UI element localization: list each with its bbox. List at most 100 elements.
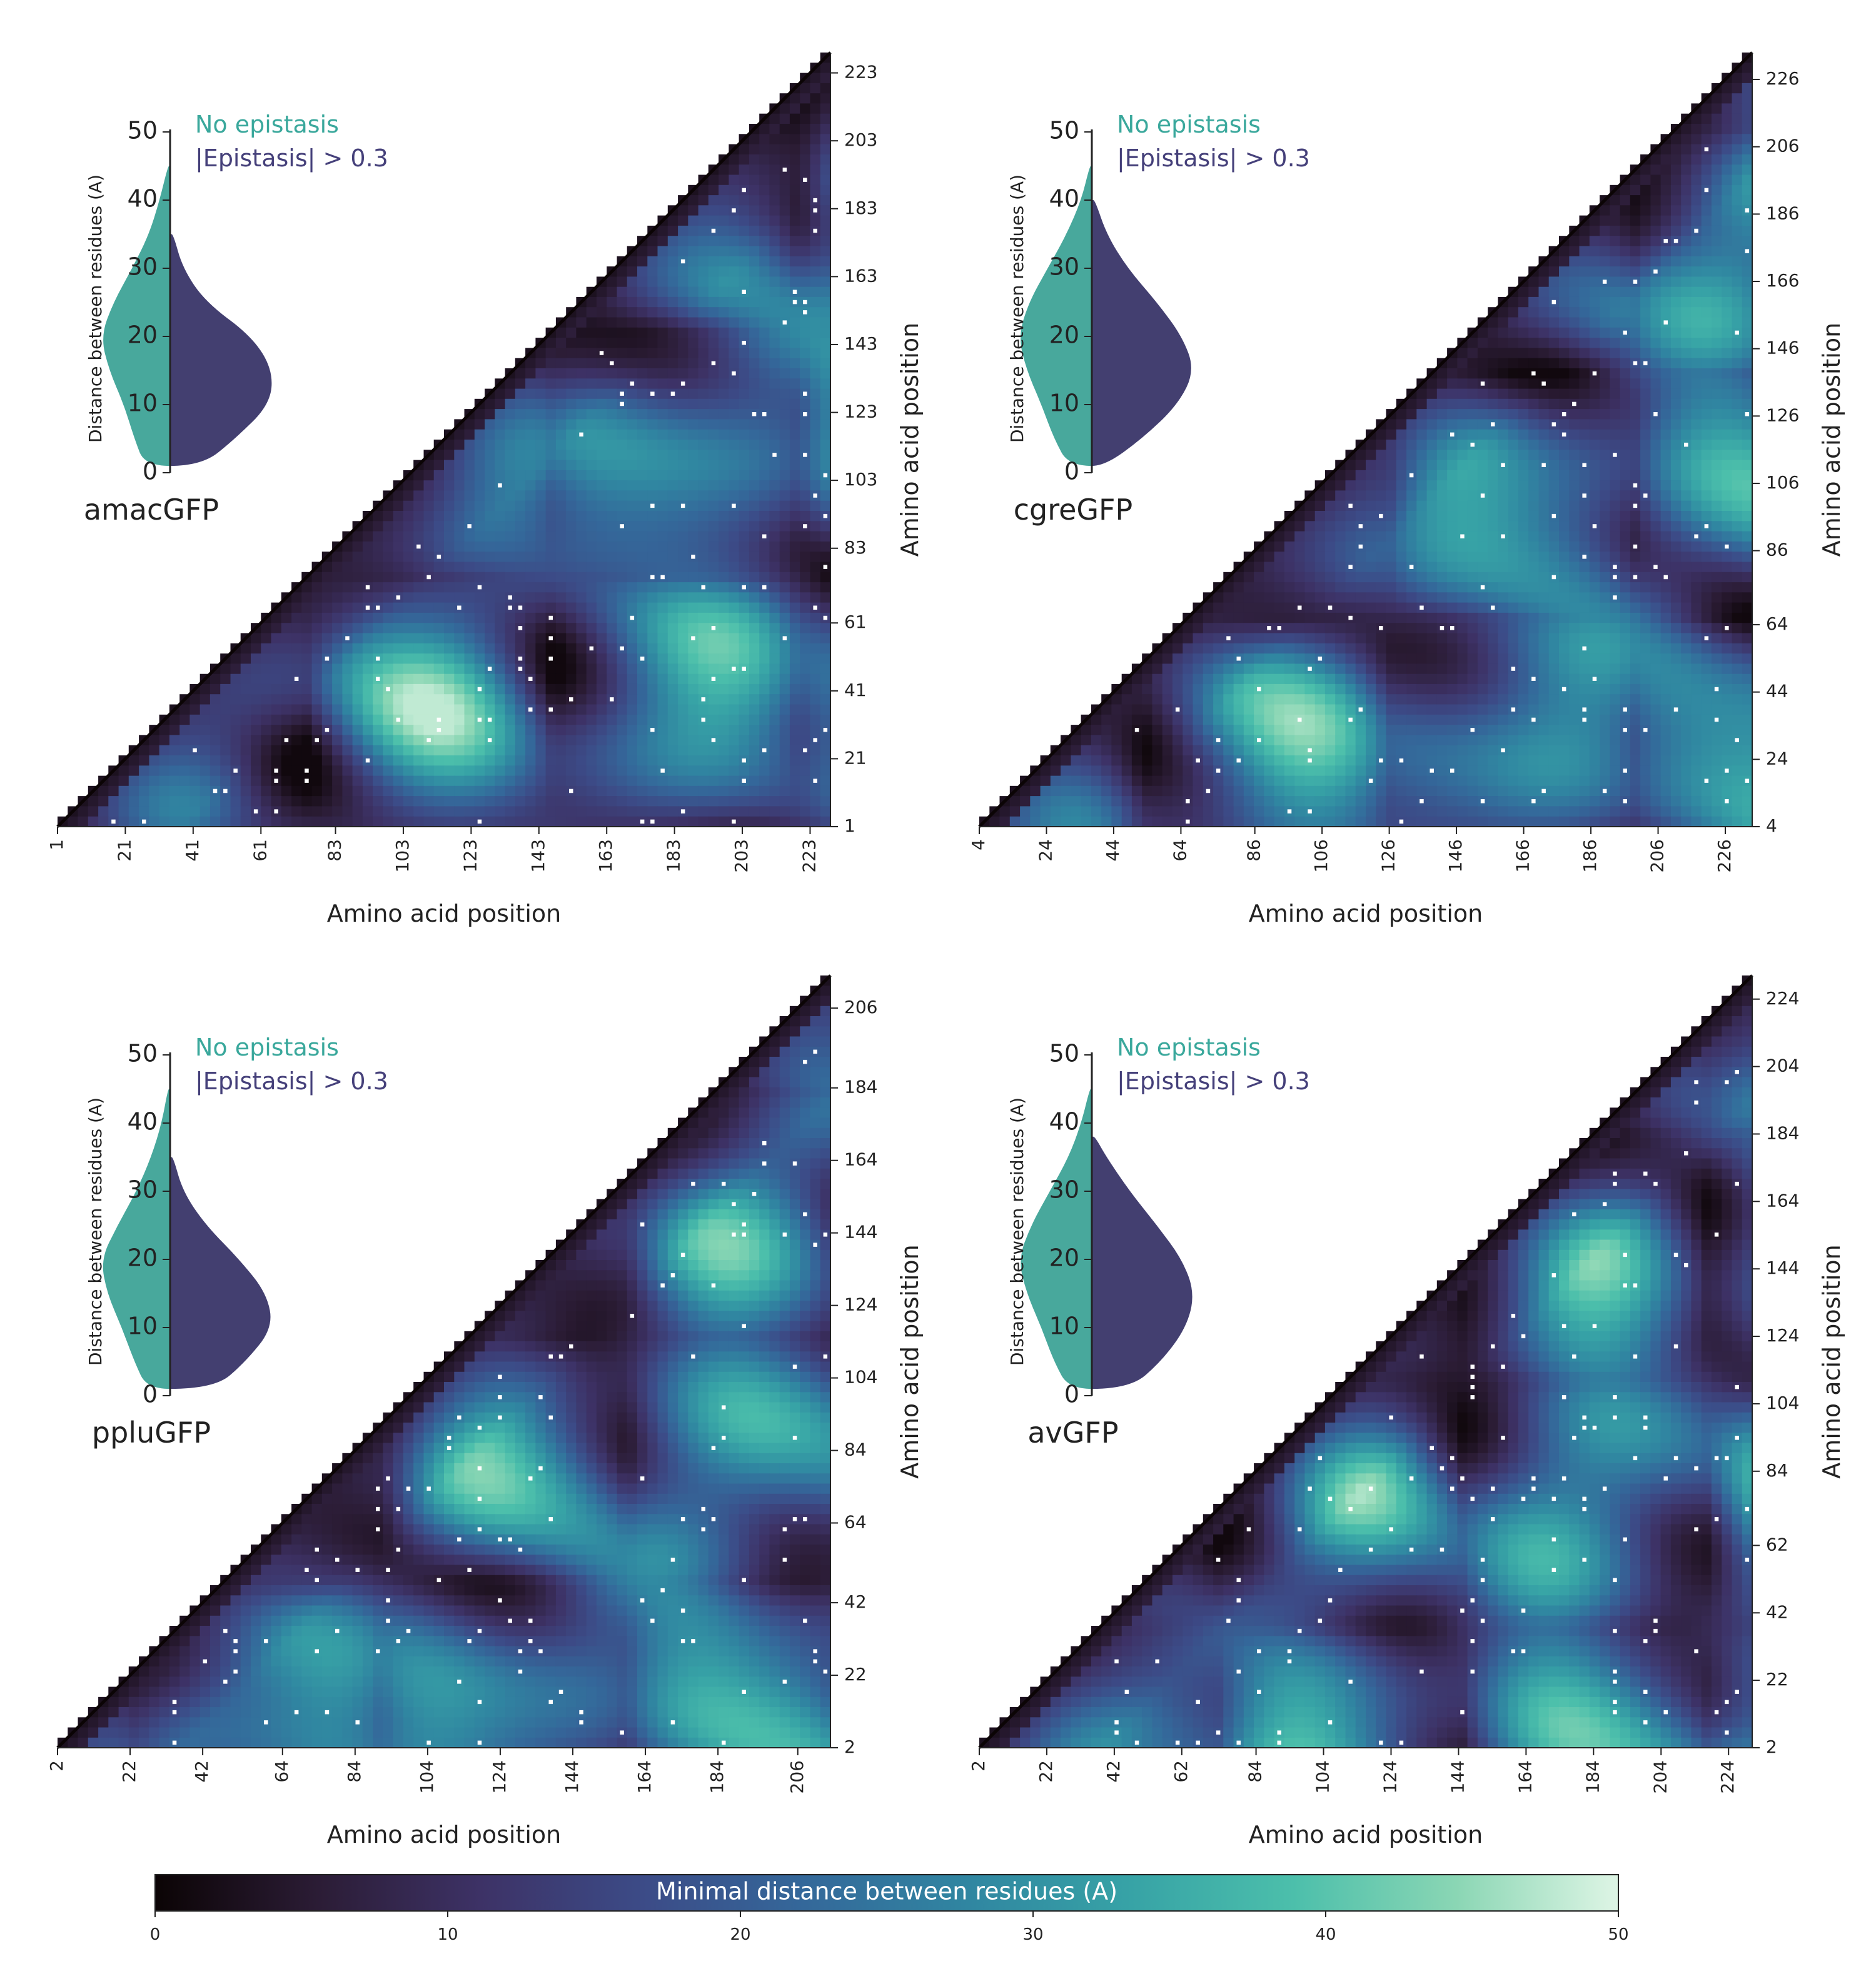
epistasis-cell: [1348, 1506, 1353, 1511]
x-tick-label: 146: [1445, 839, 1466, 872]
epistasis-cell: [386, 1476, 390, 1481]
epistasis-cell: [1480, 381, 1485, 386]
epistasis-cell: [264, 1720, 268, 1725]
x-tick-label: 2: [46, 1760, 67, 1772]
y-tick-label: 64: [1766, 613, 1788, 634]
y-tick-label: 163: [844, 265, 877, 286]
y-tick-label: 4: [1766, 815, 1777, 836]
epistasis-cell: [1684, 1263, 1688, 1268]
epistasis-cell: [355, 1720, 360, 1725]
epistasis-cell: [1551, 1568, 1556, 1572]
epistasis-cell: [1551, 513, 1556, 518]
y-tick-label: 21: [844, 747, 867, 768]
epistasis-cell: [548, 1517, 553, 1521]
epistasis-cell: [1470, 728, 1475, 732]
epistasis-cell: [1318, 657, 1323, 661]
epistasis-cell: [1653, 412, 1658, 416]
y-axis-amacGFP: 1 21 41 61 83 103 123 143 163 183 203 223 Amino acid…: [830, 53, 924, 836]
epistasis-cell: [711, 1446, 716, 1450]
epistasis-cell: [589, 646, 594, 651]
inset-y-tick: 30: [128, 253, 158, 281]
epistasis-cell: [1470, 1639, 1475, 1643]
epistasis-cell: [1236, 657, 1241, 661]
epistasis-markers-avGFP: [1114, 1070, 1750, 1745]
epistasis-cell: [1613, 575, 1617, 580]
epistasis-cell: [487, 738, 492, 742]
colorbar-tick: 40: [1315, 1925, 1336, 1944]
epistasis-cell: [1582, 1415, 1586, 1420]
epistasis-cell: [630, 1314, 635, 1318]
violin-no-epistasis: [1021, 1089, 1092, 1389]
inset-y-title: Distance between residues (A): [85, 174, 106, 443]
epistasis-cell: [782, 1680, 787, 1684]
panel-cgreGFP: 4 24 44 64 86 106 126 146 166 186 206 226 Amino acid…: [968, 51, 1845, 927]
x-tick-label: 223: [799, 839, 820, 872]
epistasis-cell: [172, 1710, 177, 1715]
epistasis-cell: [711, 1517, 716, 1521]
epistasis-cell: [1420, 1669, 1424, 1674]
epistasis-cell: [670, 391, 675, 396]
x-tick-label: 166: [1513, 839, 1533, 872]
epistasis-cell: [223, 1680, 228, 1684]
x-tick-label: 42: [1103, 1760, 1124, 1783]
epistasis-cell: [558, 1354, 563, 1359]
epistasis-cell: [1653, 1628, 1658, 1633]
x-tick-label: 41: [182, 839, 203, 862]
legend-no-epistasis: No epistasis: [195, 1034, 339, 1061]
epistasis-cell: [1358, 707, 1363, 712]
y-tick-label: 44: [1766, 681, 1788, 702]
epistasis-cell: [762, 1141, 767, 1146]
epistasis-cell: [1379, 626, 1383, 630]
y-tick-label: 204: [1766, 1056, 1799, 1076]
epistasis-cell: [711, 738, 716, 742]
epistasis-cell: [1420, 605, 1424, 610]
epistasis-cell: [335, 1628, 340, 1633]
epistasis-cell: [528, 1639, 533, 1643]
legend-no-epistasis: No epistasis: [1117, 1034, 1261, 1061]
epistasis-cell: [1613, 1171, 1617, 1176]
epistasis-cell: [742, 1690, 746, 1694]
epistasis-cell: [406, 1628, 411, 1633]
epistasis-cell: [742, 290, 746, 294]
epistasis-cell: [1561, 412, 1566, 416]
epistasis-cell: [1521, 1649, 1526, 1653]
epistasis-cell: [508, 595, 512, 600]
epistasis-cell: [1551, 1273, 1556, 1278]
epistasis-cell: [1643, 493, 1648, 498]
legend-no-epistasis: No epistasis: [195, 111, 339, 138]
epistasis-cell: [823, 1354, 828, 1359]
epistasis-cell: [1348, 615, 1353, 620]
epistasis-cell: [1633, 1354, 1638, 1359]
x-tick-label: 42: [191, 1760, 212, 1783]
epistasis-cell: [1460, 1710, 1465, 1715]
epistasis-cell: [701, 1506, 705, 1511]
epistasis-cell: [1389, 1527, 1393, 1531]
epistasis-cell: [1613, 1395, 1617, 1399]
epistasis-cell: [1541, 381, 1546, 386]
epistasis-cell: [548, 615, 553, 620]
epistasis-cell: [1582, 1506, 1586, 1511]
epistasis-cell: [233, 769, 238, 773]
y-tick-label: 103: [844, 469, 877, 490]
epistasis-cell: [1643, 1720, 1648, 1725]
epistasis-cell: [426, 575, 431, 580]
diagonal: [56, 974, 832, 1749]
epistasis-cell: [1480, 585, 1485, 590]
epistasis-cell: [1551, 575, 1556, 580]
epistasis-cell: [803, 1618, 807, 1623]
epistasis-cell: [701, 585, 705, 590]
inset-y-tick: 40: [128, 185, 158, 213]
epistasis-cell: [1470, 1364, 1475, 1369]
epistasis-cell: [305, 779, 309, 783]
inset-y-tick: 20: [1049, 321, 1079, 349]
epistasis-cell: [813, 1049, 817, 1054]
epistasis-cell: [1501, 748, 1505, 753]
epistasis-cell: [1399, 819, 1404, 824]
epistasis-cell: [1440, 626, 1445, 630]
epistasis-cell: [1186, 799, 1190, 804]
epistasis-cell: [680, 259, 685, 264]
y-tick-label: 183: [844, 198, 877, 218]
epistasis-cell: [1673, 707, 1678, 712]
epistasis-cell: [1480, 1578, 1485, 1583]
epistasis-cell: [1399, 1740, 1404, 1745]
